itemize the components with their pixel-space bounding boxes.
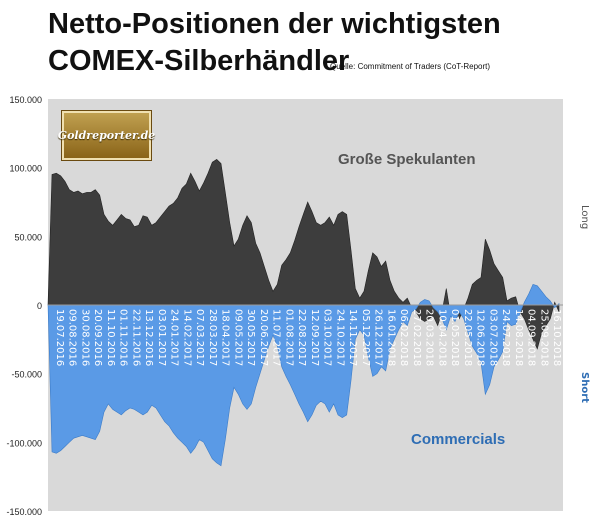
x-tick-label: 11.10.2016 [105,309,116,366]
x-tick-label: 01.05.2018 [449,309,460,366]
x-tick-label: 12.09.2017 [309,309,320,366]
series-label-commercials: Commercials [411,431,505,448]
y-tick-label: 150.000 [9,95,42,105]
x-tick-label: 10.04.2018 [436,309,447,366]
long-axis-label: Long [579,205,590,230]
x-tick-label: 27.02.2018 [411,309,422,366]
x-tick-label: 03.10.2017 [322,309,333,366]
x-tick-label: 14.11.2017 [347,309,358,366]
x-tick-label: 22.05.2018 [462,309,473,366]
logo-text: Goldreporter.de [57,129,156,142]
goldreporter-logo: Goldreporter.de [58,111,155,160]
x-tick-label: 16.10.2018 [551,309,562,366]
x-tick-label: 05.12.2017 [360,309,371,366]
x-tick-label: 01.11.2016 [118,309,129,366]
x-tick-label: 28.03.2017 [207,309,218,366]
x-tick-label: 18.04.2017 [220,309,231,366]
short-axis-label: Short [579,372,590,403]
x-tick-label: 22.11.2016 [130,309,141,366]
x-tick-label: 26.12.2017 [373,309,384,366]
x-tick-label: 30.05.2017 [245,309,256,366]
x-tick-label: 24.10.2017 [334,309,345,366]
x-tick-label: 06.02.2018 [398,309,409,366]
x-tick-label: 25.09.2018 [538,309,549,366]
x-tick-label: 24.01.2017 [169,309,180,366]
x-tick-label: 30.08.2016 [79,309,90,366]
x-tick-label: 20.06.2017 [258,309,269,366]
y-tick-label: 100.000 [9,164,42,174]
x-tick-label: 12.06.2018 [475,309,486,366]
x-tick-label: 04.09.2018 [526,309,537,366]
y-tick-label: -150.000 [6,507,42,517]
x-tick-label: 14.08.2018 [513,309,524,366]
x-tick-label: 13.12.2016 [143,309,154,366]
x-tick-label: 16.01.2018 [385,309,396,366]
x-tick-label: 01.08.2017 [283,309,294,366]
series-grosse-spekulanten-area [47,159,560,350]
chart-source: Quelle: Commitment of Traders (CoT-Repor… [330,62,491,71]
x-tick-label: 19.07.2016 [54,309,65,366]
x-tick-label: 20.03.2018 [424,309,435,366]
x-tick-label: 03.01.2017 [156,309,167,366]
x-tick-label: 09.05.2017 [232,309,243,366]
y-tick-label: -50.000 [11,370,42,380]
series-commercials-area [47,284,560,467]
series-label-grosse-spekulanten: Große Spekulanten [338,151,476,168]
chart-title-line1: Netto-Positionen der wichtigsten [48,8,501,40]
x-tick-label: 11.07.2017 [271,309,282,366]
y-tick-label: 50.000 [14,232,42,242]
x-tick-label: 03.07.2018 [487,309,498,366]
x-tick-label: 09.08.2016 [67,309,78,366]
x-tick-label: 14.02.2017 [181,309,192,366]
x-tick-label: 20.09.2016 [92,309,103,366]
chart-title-line2: COMEX-Silberhändler [48,45,350,77]
x-tick-label: 22.08.2017 [296,309,307,366]
x-tick-label: 07.03.2017 [194,309,205,366]
x-tick-label: 24.07.2018 [500,309,511,366]
y-tick-label: -100.000 [6,438,42,448]
y-tick-label: 0 [37,301,42,311]
